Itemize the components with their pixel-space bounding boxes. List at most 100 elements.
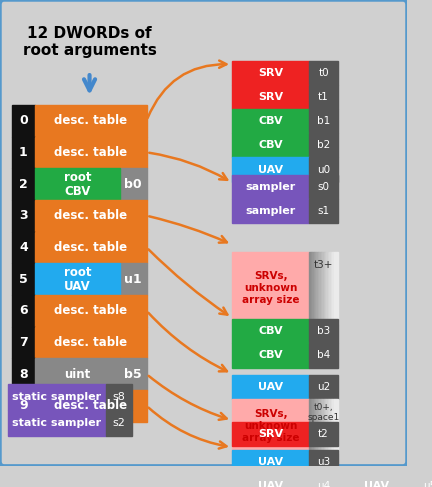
Text: u0: u0 bbox=[317, 165, 330, 174]
Text: u2: u2 bbox=[317, 382, 330, 392]
Bar bbox=[319, 399, 321, 452]
Text: SRV: SRV bbox=[258, 429, 283, 439]
Text: s2: s2 bbox=[113, 418, 125, 428]
Bar bbox=[232, 422, 309, 446]
Bar bbox=[332, 399, 334, 452]
Text: UAV: UAV bbox=[258, 481, 283, 487]
Bar bbox=[335, 252, 337, 324]
Bar bbox=[12, 295, 35, 327]
Text: CBV: CBV bbox=[258, 351, 283, 360]
Bar bbox=[311, 252, 312, 324]
Text: SRV: SRV bbox=[258, 92, 283, 102]
Bar bbox=[327, 252, 328, 324]
Bar bbox=[315, 399, 316, 452]
Bar bbox=[334, 399, 335, 452]
Text: b5: b5 bbox=[124, 368, 142, 381]
Bar bbox=[335, 399, 337, 452]
Bar bbox=[309, 133, 338, 157]
Bar bbox=[35, 295, 146, 327]
Text: 4: 4 bbox=[19, 241, 28, 254]
Text: 7: 7 bbox=[19, 336, 28, 349]
Text: desc. table: desc. table bbox=[54, 241, 127, 254]
Bar bbox=[316, 399, 318, 452]
Bar bbox=[338, 474, 415, 487]
Bar bbox=[232, 85, 309, 109]
Bar bbox=[319, 252, 321, 324]
Bar bbox=[12, 327, 35, 358]
Text: b3: b3 bbox=[317, 326, 330, 336]
Bar bbox=[35, 358, 120, 390]
Bar bbox=[35, 231, 146, 263]
Text: desc. table: desc. table bbox=[54, 336, 127, 349]
Bar bbox=[328, 252, 329, 324]
Bar bbox=[12, 231, 35, 263]
Bar bbox=[232, 252, 309, 324]
Text: s8: s8 bbox=[113, 392, 125, 402]
Bar bbox=[309, 319, 338, 343]
Bar bbox=[322, 252, 324, 324]
Text: desc. table: desc. table bbox=[54, 209, 127, 222]
Bar bbox=[309, 109, 338, 133]
Bar bbox=[12, 390, 35, 422]
Bar bbox=[337, 399, 338, 452]
Text: UAV: UAV bbox=[258, 382, 283, 392]
Bar bbox=[322, 399, 324, 452]
Text: 6: 6 bbox=[19, 304, 28, 317]
Bar bbox=[309, 175, 338, 199]
Bar bbox=[318, 399, 319, 452]
Text: 12 DWORDs of
root arguments: 12 DWORDs of root arguments bbox=[22, 26, 156, 58]
Text: static sampler: static sampler bbox=[13, 418, 102, 428]
Bar bbox=[309, 199, 338, 223]
Text: 9: 9 bbox=[19, 399, 28, 412]
Bar bbox=[35, 390, 146, 422]
Bar bbox=[35, 168, 120, 200]
Bar bbox=[324, 252, 325, 324]
Text: desc. table: desc. table bbox=[54, 146, 127, 159]
Text: t0+,
space1: t0+, space1 bbox=[308, 403, 340, 422]
Bar bbox=[120, 168, 146, 200]
Bar bbox=[309, 252, 311, 324]
Bar bbox=[232, 133, 309, 157]
Text: u1: u1 bbox=[124, 273, 142, 285]
Bar bbox=[316, 252, 318, 324]
Text: static sampler: static sampler bbox=[13, 392, 102, 402]
Text: desc. table: desc. table bbox=[54, 304, 127, 317]
Bar bbox=[318, 252, 319, 324]
Bar bbox=[314, 399, 315, 452]
Bar bbox=[312, 399, 314, 452]
Bar bbox=[12, 168, 35, 200]
Bar bbox=[309, 60, 338, 85]
Text: UAV: UAV bbox=[364, 481, 389, 487]
Text: t0: t0 bbox=[318, 68, 329, 78]
Bar bbox=[12, 263, 35, 295]
Bar bbox=[325, 399, 327, 452]
Bar bbox=[232, 343, 309, 368]
Bar bbox=[309, 85, 338, 109]
Bar bbox=[330, 252, 332, 324]
Bar bbox=[334, 252, 335, 324]
Text: desc. table: desc. table bbox=[54, 399, 127, 412]
Text: sampler: sampler bbox=[245, 182, 296, 192]
Bar bbox=[321, 399, 322, 452]
Text: t3+: t3+ bbox=[314, 260, 333, 270]
Text: UAV: UAV bbox=[258, 165, 283, 174]
Bar bbox=[324, 399, 325, 452]
Bar bbox=[120, 263, 146, 295]
Bar bbox=[314, 252, 315, 324]
Bar bbox=[309, 450, 338, 474]
Text: SRV: SRV bbox=[258, 68, 283, 78]
Bar bbox=[106, 410, 132, 435]
Text: desc. table: desc. table bbox=[54, 114, 127, 127]
Bar bbox=[232, 109, 309, 133]
Text: root
CBV: root CBV bbox=[64, 170, 91, 198]
FancyBboxPatch shape bbox=[0, 0, 407, 466]
Bar bbox=[232, 450, 309, 474]
Bar bbox=[35, 136, 146, 168]
Text: 3: 3 bbox=[19, 209, 28, 222]
Bar bbox=[106, 384, 132, 410]
Text: SRVs,
unknown
array size: SRVs, unknown array size bbox=[242, 271, 299, 304]
Text: t2: t2 bbox=[318, 429, 329, 439]
Text: CBV: CBV bbox=[258, 326, 283, 336]
Text: u4: u4 bbox=[317, 481, 330, 487]
Bar bbox=[315, 252, 316, 324]
